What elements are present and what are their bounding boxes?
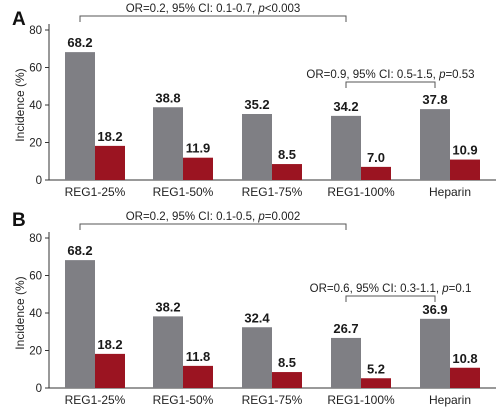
chart-panel-B: B 0 20 40 60 80 Incidence (%) 68.2 18.2 REG1-25% 3… <box>12 210 496 407</box>
y-axis-label: Incidence (%) <box>13 68 27 141</box>
bar-series2 <box>361 378 391 388</box>
bar-series1 <box>65 260 95 388</box>
annotation-text: OR=0.9, 95% CI: 0.5-1.5, p=0.53 <box>306 69 474 81</box>
y-tick-label: 20 <box>29 138 42 150</box>
bar-series2 <box>450 367 480 388</box>
y-axis-label: Incidence (%) <box>13 276 27 349</box>
bar-series1 <box>153 107 183 180</box>
bar-series1 <box>153 316 183 388</box>
significance-bracket <box>345 295 436 302</box>
x-tick-label: REG1-50% <box>153 393 214 407</box>
data-label: 5.2 <box>367 361 385 376</box>
x-tick-label: Heparin <box>429 185 471 199</box>
significance-bracket <box>79 15 347 22</box>
data-label: 10.9 <box>452 143 477 158</box>
significance-bracket <box>79 223 347 230</box>
data-label: 8.5 <box>278 355 296 370</box>
bar-series1 <box>420 109 450 180</box>
bar-series2 <box>361 166 391 180</box>
x-tick-label: REG1-75% <box>242 393 303 407</box>
data-label: 32.4 <box>244 310 270 325</box>
panel-label: A <box>12 9 26 30</box>
x-tick-label: REG1-50% <box>153 185 214 199</box>
bar-series2 <box>95 145 125 180</box>
x-tick-label: Heparin <box>429 393 471 407</box>
x-tick-label: REG1-100% <box>327 393 395 407</box>
x-tick-label: REG1-25% <box>65 393 126 407</box>
data-label: 35.2 <box>244 97 269 112</box>
chart-panel-A: A 0 20 40 60 80 Incidence (%) 68.2 18.2 REG1-25% 3… <box>12 3 496 199</box>
annotation-text: OR=0.6, 95% CI: 0.3-1.1, p=0.1 <box>310 283 472 295</box>
data-label: 26.7 <box>333 321 358 336</box>
data-label: 37.8 <box>422 92 447 107</box>
data-label: 38.2 <box>155 299 180 314</box>
y-tick-label: 80 <box>29 233 42 245</box>
significance-bracket <box>345 81 436 88</box>
bar-series2 <box>183 365 213 388</box>
x-tick-label: REG1-25% <box>65 185 126 199</box>
bar-series1 <box>420 318 450 388</box>
bar-series2 <box>450 159 480 180</box>
data-label: 7.0 <box>367 150 385 165</box>
x-tick-label: REG1-75% <box>242 185 303 199</box>
bar-series2 <box>272 372 302 388</box>
data-label: 36.9 <box>422 302 447 317</box>
bar-series2 <box>183 157 213 180</box>
data-label: 8.5 <box>278 147 296 162</box>
y-tick-label: 0 <box>36 175 42 187</box>
y-tick-label: 80 <box>29 25 42 37</box>
y-tick-label: 40 <box>29 308 42 320</box>
data-label: 68.2 <box>67 243 92 258</box>
data-label: 68.2 <box>67 35 92 50</box>
y-tick-label: 40 <box>29 100 42 112</box>
data-label: 11.9 <box>186 141 211 156</box>
bar-series1 <box>65 52 95 180</box>
data-label: 34.2 <box>333 99 358 114</box>
bar-series2 <box>95 353 125 388</box>
data-label: 18.2 <box>97 337 122 352</box>
y-tick-label: 60 <box>29 63 42 75</box>
bar-series1 <box>242 327 272 388</box>
data-label: 10.8 <box>452 351 477 366</box>
bar-series1 <box>242 114 272 180</box>
annotation-text: OR=0.2, 95% CI: 0.1-0.7, p<0.003 <box>126 3 301 15</box>
y-tick-label: 60 <box>29 271 42 283</box>
y-tick-label: 20 <box>29 346 42 358</box>
data-label: 18.2 <box>97 129 122 144</box>
data-label: 38.8 <box>155 90 180 105</box>
data-label: 11.8 <box>186 349 211 364</box>
x-tick-label: REG1-100% <box>327 185 395 199</box>
annotation-text: OR=0.2, 95% CI: 0.1-0.5, p=0.002 <box>126 211 301 223</box>
bar-series1 <box>331 337 361 388</box>
panel-label: B <box>12 210 26 231</box>
y-tick-label: 0 <box>36 383 42 395</box>
bar-series2 <box>272 164 302 180</box>
bar-series1 <box>331 115 361 180</box>
